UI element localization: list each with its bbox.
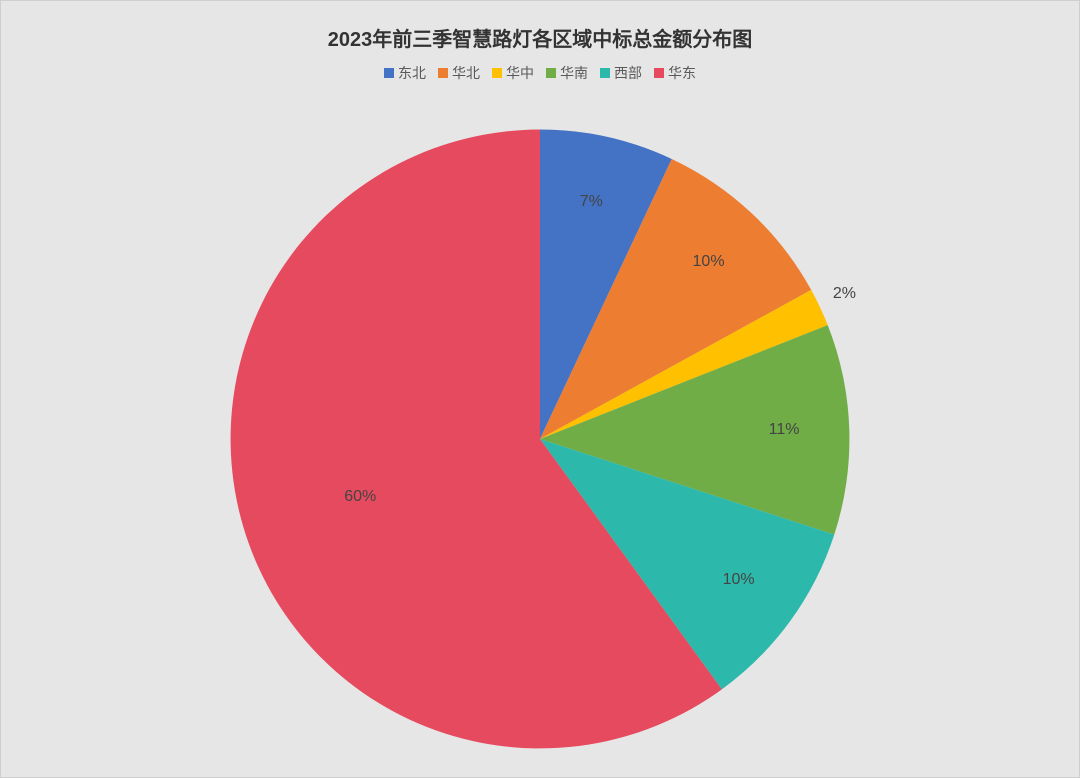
legend-swatch-icon [546,68,556,78]
legend-item-dongbei: 东北 [384,63,426,83]
legend-label: 华东 [668,63,696,83]
legend-item-huazhong: 华中 [492,63,534,83]
legend-swatch-icon [600,68,610,78]
chart-legend: 东北 华北 华中 华南 西部 华东 [1,63,1079,83]
slice-label-华中: 2% [833,285,856,303]
legend-label: 东北 [398,63,426,83]
chart-container: 2023年前三季智慧路灯各区域中标总金额分布图 东北 华北 华中 华南 西部 华… [0,0,1080,778]
slice-label-华南: 11% [769,421,800,439]
legend-label: 华南 [560,63,588,83]
chart-title: 2023年前三季智慧路灯各区域中标总金额分布图 [1,23,1079,52]
legend-label: 西部 [614,63,642,83]
slice-label-华东: 60% [344,488,376,506]
pie-chart [1,101,1079,761]
legend-item-huanan: 华南 [546,63,588,83]
legend-label: 华中 [506,63,534,83]
slice-label-东北: 7% [580,193,603,211]
legend-item-huabei: 华北 [438,63,480,83]
legend-swatch-icon [438,68,448,78]
legend-swatch-icon [492,68,502,78]
legend-swatch-icon [384,68,394,78]
legend-item-xibu: 西部 [600,63,642,83]
pie-area: 7% 10% 2% 11% 10% 60% [1,101,1079,761]
slice-label-西部: 10% [723,571,755,589]
legend-swatch-icon [654,68,664,78]
slice-label-华北: 10% [693,253,725,271]
legend-label: 华北 [452,63,480,83]
legend-item-huadong: 华东 [654,63,696,83]
